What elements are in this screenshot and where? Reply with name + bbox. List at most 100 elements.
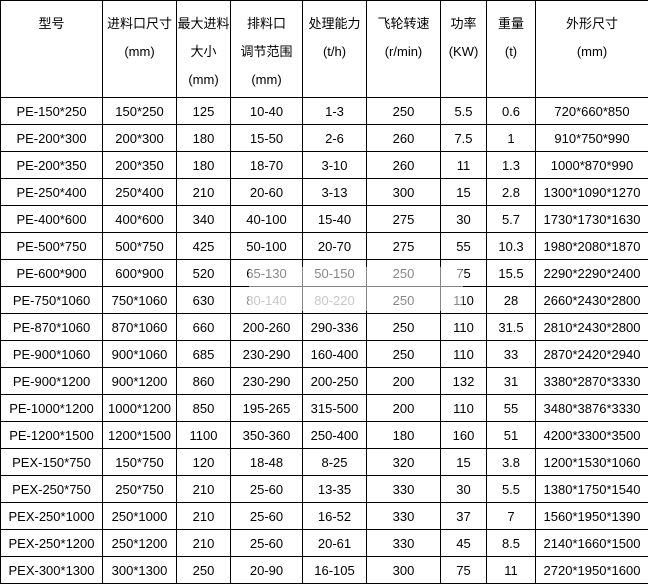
cell-weight: 0.6 [487,98,536,125]
cell-max_feed_size: 860 [177,368,231,395]
cell-feed_opening: 250*1000 [103,503,177,530]
cell-overall_dims: 1980*2080*1870 [536,233,648,260]
cell-discharge_range: 20-60 [231,179,303,206]
column-header-line: 外形尺寸 [536,10,648,38]
cell-discharge_range: 230-290 [231,368,303,395]
column-header-power: 功率(KW) [441,1,487,98]
column-header-line: (mm) [231,66,302,94]
column-header-line: (mm) [536,38,648,66]
column-header-overall_dims: 外形尺寸(mm) [536,1,648,98]
cell-power: 5.5 [441,98,487,125]
cell-flywheel_speed: 250 [367,314,441,341]
cell-discharge_range: 25-60 [231,530,303,557]
column-header-line: 型号 [1,10,102,38]
cell-model: PE-1200*1500 [1,422,103,449]
cell-max_feed_size: 520 [177,260,231,287]
column-header-line: (t/h) [303,38,366,66]
cell-model: PE-870*1060 [1,314,103,341]
cell-overall_dims: 2870*2420*2940 [536,341,648,368]
cell-overall_dims: 2660*2430*2800 [536,287,648,314]
cell-max_feed_size: 210 [177,530,231,557]
cell-max_feed_size: 1100 [177,422,231,449]
cell-feed_opening: 250*400 [103,179,177,206]
cell-power: 75 [441,557,487,584]
column-header-line: (mm) [177,66,230,94]
cell-feed_opening: 870*1060 [103,314,177,341]
cell-weight: 15.5 [487,260,536,287]
cell-power: 75 [441,260,487,287]
cell-weight: 7 [487,503,536,530]
cell-flywheel_speed: 300 [367,179,441,206]
cell-model: PE-900*1200 [1,368,103,395]
cell-max_feed_size: 425 [177,233,231,260]
cell-power: 55 [441,233,487,260]
cell-model: PEX-250*1200 [1,530,103,557]
cell-overall_dims: 4200*3300*3500 [536,422,648,449]
column-header-model: 型号 [1,1,103,98]
cell-model: PEX-300*1300 [1,557,103,584]
column-header-line: 处理能力 [303,10,366,38]
cell-overall_dims: 2290*2290*2400 [536,260,648,287]
cell-capacity: 20-61 [303,530,367,557]
cell-discharge_range: 20-90 [231,557,303,584]
cell-flywheel_speed: 275 [367,233,441,260]
cell-capacity: 16-52 [303,503,367,530]
cell-power: 110 [441,395,487,422]
cell-weight: 51 [487,422,536,449]
cell-max_feed_size: 660 [177,314,231,341]
cell-overall_dims: 1730*1730*1630 [536,206,648,233]
cell-feed_opening: 600*900 [103,260,177,287]
cell-capacity: 2-6 [303,125,367,152]
cell-power: 30 [441,476,487,503]
cell-capacity: 8-25 [303,449,367,476]
cell-flywheel_speed: 300 [367,557,441,584]
cell-flywheel_speed: 260 [367,125,441,152]
cell-discharge_range: 65-130 [231,260,303,287]
column-header-line: 重量 [487,10,535,38]
cell-flywheel_speed: 180 [367,422,441,449]
cell-discharge_range: 200-260 [231,314,303,341]
cell-max_feed_size: 850 [177,395,231,422]
cell-model: PEX-150*750 [1,449,103,476]
cell-feed_opening: 1200*1500 [103,422,177,449]
column-header-line: 进料口尺寸 [103,10,176,38]
cell-feed_opening: 150*750 [103,449,177,476]
column-header-weight: 重量(t) [487,1,536,98]
cell-power: 7.5 [441,125,487,152]
column-header-discharge_range: 排料口调节范围(mm) [231,1,303,98]
cell-feed_opening: 250*1200 [103,530,177,557]
cell-overall_dims: 2810*2430*2800 [536,314,648,341]
cell-max_feed_size: 180 [177,125,231,152]
cell-capacity: 250-400 [303,422,367,449]
cell-capacity: 15-40 [303,206,367,233]
cell-capacity: 290-336 [303,314,367,341]
cell-capacity: 20-70 [303,233,367,260]
cell-flywheel_speed: 250 [367,341,441,368]
cell-discharge_range: 18-48 [231,449,303,476]
cell-max_feed_size: 250 [177,557,231,584]
cell-power: 15 [441,449,487,476]
cell-overall_dims: 3380*2870*3330 [536,368,648,395]
cell-flywheel_speed: 250 [367,98,441,125]
cell-discharge_range: 50-100 [231,233,303,260]
cell-model: PE-1000*1200 [1,395,103,422]
cell-capacity: 1-3 [303,98,367,125]
cell-power: 11 [441,152,487,179]
cell-overall_dims: 1560*1950*1390 [536,503,648,530]
cell-max_feed_size: 685 [177,341,231,368]
cell-discharge_range: 40-100 [231,206,303,233]
cell-capacity: 3-13 [303,179,367,206]
cell-discharge_range: 80-140 [231,287,303,314]
cell-flywheel_speed: 200 [367,395,441,422]
cell-overall_dims: 720*660*850 [536,98,648,125]
cell-discharge_range: 350-360 [231,422,303,449]
